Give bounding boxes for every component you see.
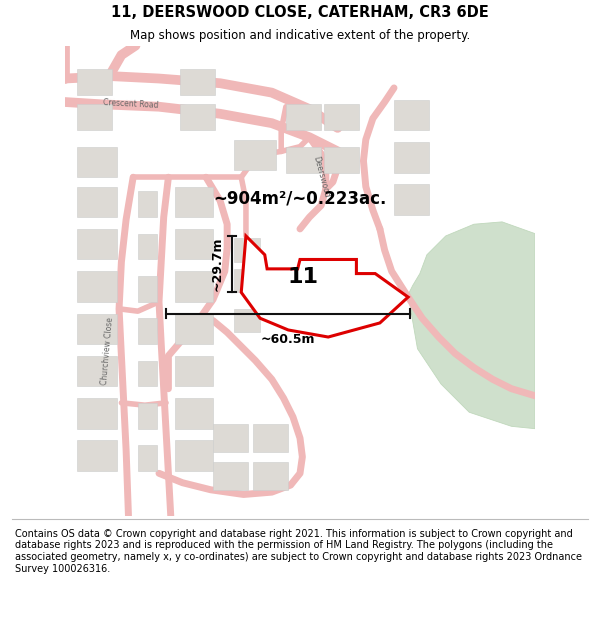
Bar [323, 104, 359, 130]
Bar [138, 445, 157, 471]
Bar [394, 99, 429, 130]
Bar [175, 356, 213, 386]
Bar [234, 139, 277, 170]
Bar [180, 104, 215, 130]
Bar [77, 69, 112, 95]
Bar [77, 271, 116, 302]
Bar [138, 276, 157, 302]
Bar [175, 229, 213, 259]
Bar [77, 314, 116, 344]
Bar [175, 441, 213, 471]
Bar [180, 69, 215, 95]
Bar [77, 441, 116, 471]
Text: Churchview Close: Churchview Close [100, 317, 115, 386]
Bar [394, 142, 429, 172]
Bar [286, 104, 321, 130]
Bar [138, 318, 157, 344]
Text: Contains OS data © Crown copyright and database right 2021. This information is : Contains OS data © Crown copyright and d… [15, 529, 582, 574]
Bar [234, 238, 260, 262]
Bar [138, 403, 157, 429]
Bar [175, 314, 213, 344]
Bar [77, 187, 116, 217]
Bar [175, 271, 213, 302]
Text: ~60.5m: ~60.5m [261, 333, 316, 346]
Bar [77, 229, 116, 259]
Bar [138, 234, 157, 259]
Bar [77, 147, 116, 178]
Bar [253, 462, 288, 490]
Bar [77, 104, 112, 130]
Bar [394, 184, 429, 215]
Text: Deerswood: Deerswood [311, 156, 331, 199]
Bar [77, 398, 116, 429]
Bar [213, 424, 248, 452]
Text: ~29.7m: ~29.7m [211, 237, 223, 291]
Text: Crescent Road: Crescent Road [103, 98, 158, 111]
Bar [175, 187, 213, 217]
Bar [77, 356, 116, 386]
Polygon shape [408, 222, 535, 429]
Text: 11, DEERSWOOD CLOSE, CATERHAM, CR3 6DE: 11, DEERSWOOD CLOSE, CATERHAM, CR3 6DE [111, 5, 489, 20]
Bar [286, 147, 321, 173]
Bar [234, 269, 260, 292]
Text: Map shows position and indicative extent of the property.: Map shows position and indicative extent… [130, 29, 470, 42]
Bar [138, 361, 157, 386]
Bar [253, 424, 288, 452]
Text: 11: 11 [287, 267, 319, 287]
Bar [138, 191, 157, 217]
Bar [213, 462, 248, 490]
Polygon shape [241, 236, 408, 337]
Bar [234, 309, 260, 332]
Text: ~904m²/~0.223ac.: ~904m²/~0.223ac. [214, 189, 386, 208]
Bar [175, 398, 213, 429]
Bar [323, 147, 359, 173]
